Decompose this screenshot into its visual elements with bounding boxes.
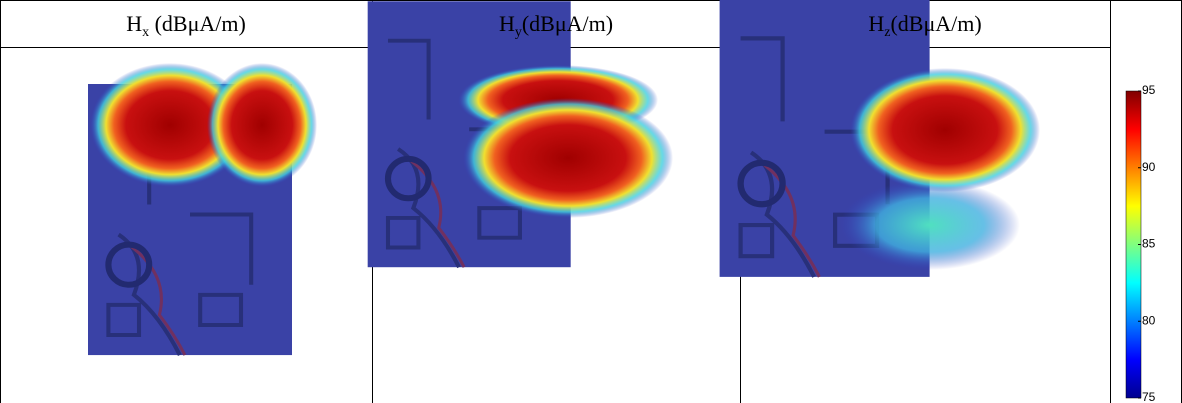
heatmap-hx [88, 63, 317, 355]
header-unit: (dBμA/m) [522, 11, 613, 36]
heatmap-hy [368, 1, 673, 267]
colorbar-tick-label: 80 [1142, 313, 1156, 327]
colorbar-tick-label: 95 [1142, 83, 1156, 97]
header-subscript: z [884, 25, 890, 40]
colorbar-tick-label: 75 [1142, 390, 1156, 403]
header-unit: (dBμA/m) [149, 11, 246, 36]
column-header: Hy(dBμA/m) [499, 11, 613, 40]
column-header: Hx (dBμA/m) [126, 11, 246, 40]
heatmap-hz [720, 0, 1040, 277]
header-unit: (dBμA/m) [890, 11, 981, 36]
colorbar-tick-label: 85 [1142, 237, 1156, 251]
header-symbol: H [868, 11, 884, 36]
column-header: Hz(dBμA/m) [868, 11, 981, 40]
header-subscript: y [515, 25, 522, 40]
colorbar-tick-label: 90 [1142, 160, 1156, 174]
header-subscript: x [142, 25, 149, 40]
header-symbol: H [499, 11, 515, 36]
header-symbol: H [126, 11, 142, 36]
